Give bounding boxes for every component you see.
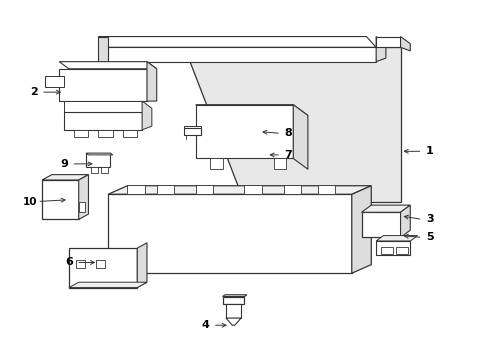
Text: 4: 4 [201,320,209,330]
Polygon shape [79,175,88,220]
Polygon shape [59,69,147,101]
Polygon shape [195,105,307,116]
Polygon shape [293,105,307,169]
Polygon shape [375,241,409,255]
Polygon shape [91,167,98,173]
Polygon shape [375,37,400,47]
Polygon shape [147,62,157,101]
Polygon shape [225,318,241,325]
Polygon shape [86,153,110,167]
Polygon shape [59,62,157,69]
Polygon shape [108,186,370,194]
Polygon shape [64,112,142,130]
Text: 2: 2 [30,87,38,97]
Polygon shape [98,37,108,62]
Polygon shape [122,130,137,137]
Bar [76,260,85,268]
Polygon shape [183,47,400,202]
Bar [96,260,104,268]
Polygon shape [283,185,300,194]
Polygon shape [361,205,409,212]
Polygon shape [42,175,88,180]
Polygon shape [222,297,244,304]
Text: 1: 1 [425,146,433,156]
Polygon shape [400,205,409,237]
Polygon shape [69,248,137,288]
Polygon shape [101,167,108,173]
Text: 6: 6 [65,257,73,267]
Polygon shape [142,101,152,130]
Polygon shape [317,185,334,194]
Polygon shape [195,105,293,158]
Polygon shape [98,37,375,47]
Polygon shape [69,282,147,288]
Polygon shape [222,295,246,297]
Polygon shape [86,153,113,155]
Text: 5: 5 [425,232,433,242]
Polygon shape [137,243,147,288]
Polygon shape [375,37,385,62]
Bar [380,247,392,253]
Text: 7: 7 [284,150,292,160]
Polygon shape [273,158,285,169]
Polygon shape [127,185,144,194]
Text: 9: 9 [60,159,68,169]
Polygon shape [351,186,370,273]
Polygon shape [44,76,64,87]
Polygon shape [183,128,200,135]
Polygon shape [98,130,113,137]
Polygon shape [108,47,375,62]
Polygon shape [64,101,142,112]
Polygon shape [108,194,351,273]
Polygon shape [361,212,400,237]
Polygon shape [210,158,222,169]
Polygon shape [244,185,261,194]
Polygon shape [74,130,88,137]
Text: 8: 8 [284,129,292,138]
Polygon shape [225,304,241,318]
Polygon shape [157,185,173,194]
Polygon shape [375,235,417,241]
Bar [395,247,407,253]
Text: 10: 10 [22,197,37,207]
Text: 3: 3 [425,215,433,224]
Polygon shape [195,185,212,194]
Polygon shape [79,202,84,212]
Polygon shape [42,180,79,220]
Polygon shape [183,126,200,128]
Polygon shape [400,37,409,51]
